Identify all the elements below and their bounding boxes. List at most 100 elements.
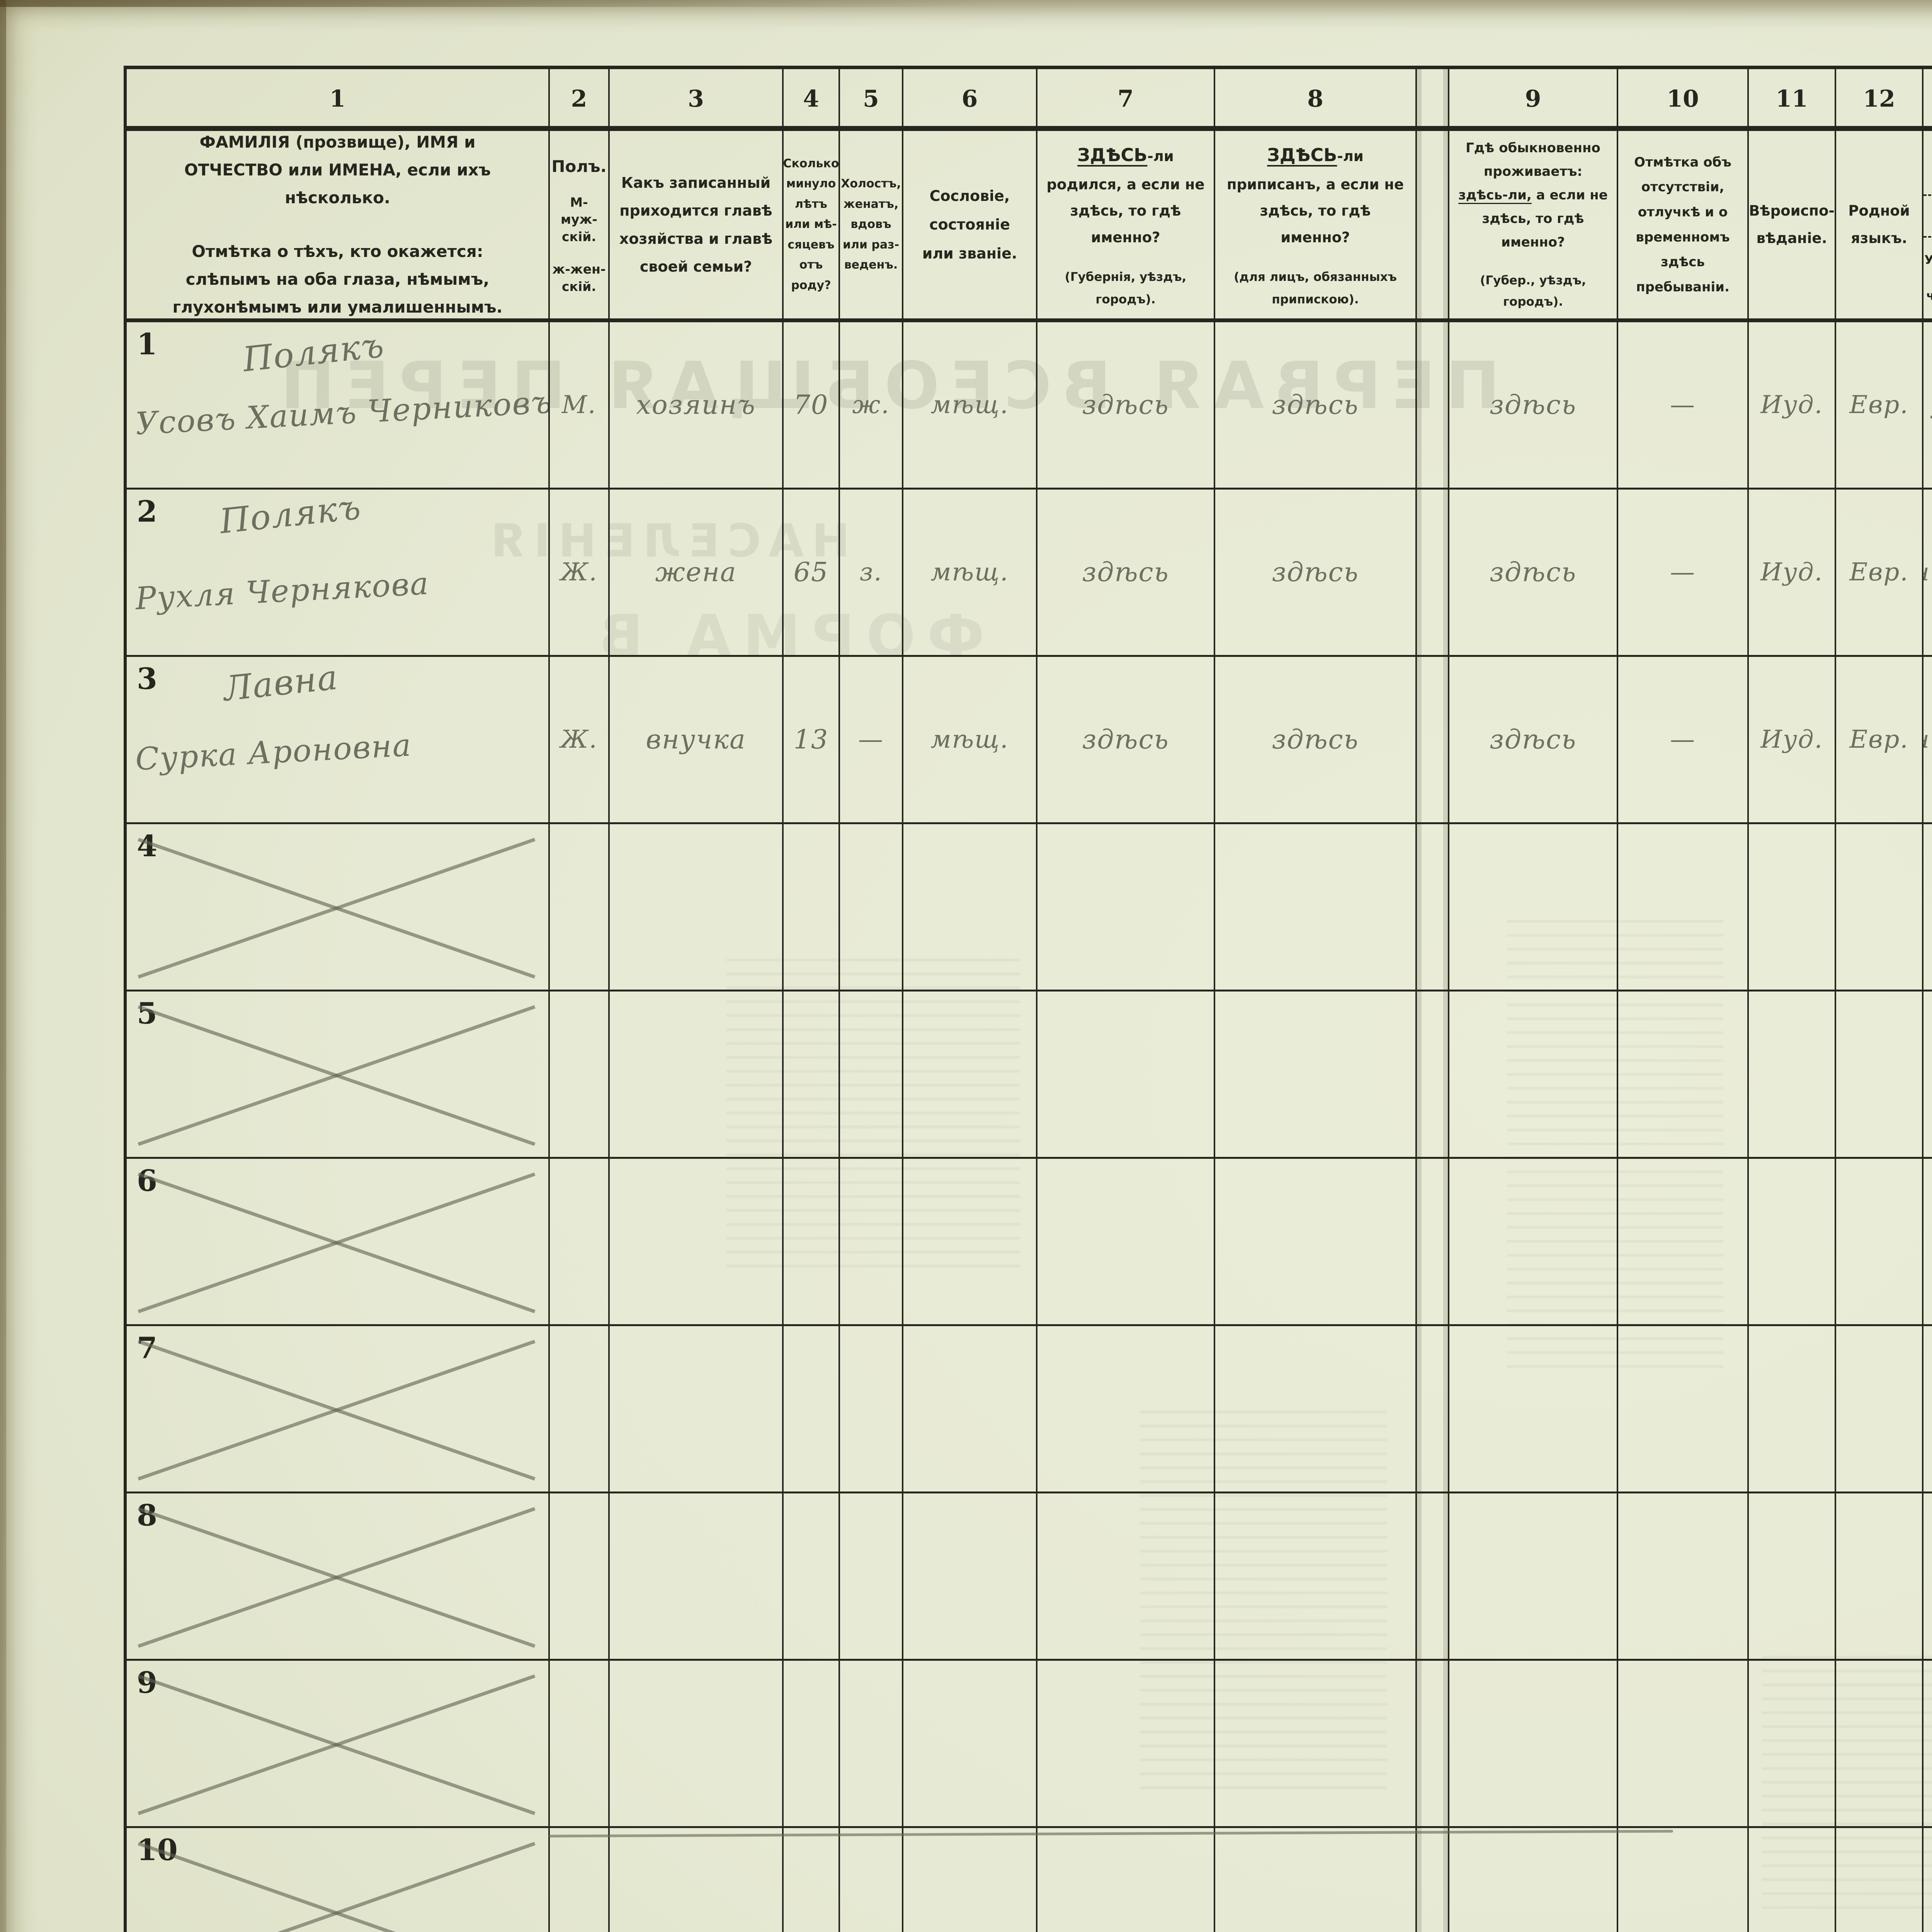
literacy-cell <box>1923 1493 1932 1661</box>
language-cell <box>1836 1828 1923 1932</box>
sex-cell <box>550 1661 610 1828</box>
header-col13-split: а. Умѣетъ- ли читать? б. гдѣ обучается, … <box>1923 196 1932 318</box>
header-col9-rest: а если не здѣсь, то гдѣ именно? <box>1482 187 1608 250</box>
birthplace-cell: здѣсь <box>1037 490 1215 657</box>
literacy-cell: нѣтъ <box>1923 657 1932 824</box>
header-col4: Сколько минуло лѣтъ или мѣ- сяцевъ отъ р… <box>784 131 840 322</box>
marital-cell <box>840 1661 903 1828</box>
religion-cell <box>1749 1159 1836 1326</box>
birthplace-cell <box>1037 1159 1215 1326</box>
registration-cell: здѣсь <box>1215 322 1417 490</box>
birthplace-cell <box>1037 1661 1215 1828</box>
colnum-5: 5 <box>840 69 903 131</box>
cross-out-icon <box>138 1674 536 1815</box>
residence-cell <box>1449 992 1618 1159</box>
estate-cell: мѣщ. <box>903 490 1037 657</box>
colnum-1: 1 <box>127 69 550 131</box>
registration-cell <box>1215 1828 1417 1932</box>
birthplace-cell <box>1037 1326 1215 1493</box>
header-col3: Какъ записанный приходится главѣ хозяйст… <box>610 131 784 322</box>
cross-out-icon <box>138 1842 536 1932</box>
header-col8-note: (для лицъ, обязанныхъ припискою). <box>1234 270 1397 306</box>
religion-cell: Иуд. <box>1749 490 1836 657</box>
absence-cell <box>1618 992 1749 1159</box>
fold-crease <box>1417 1493 1449 1661</box>
header-col12: Родной языкъ. <box>1836 131 1923 322</box>
cross-out-icon <box>138 838 536 979</box>
absence-cell <box>1618 824 1749 992</box>
age-cell: 65 <box>784 490 840 657</box>
age-cell <box>784 1493 840 1661</box>
name-entry: Усовъ Хаимъ Черниковъ <box>134 384 550 442</box>
header-col7-main: ЗДѢСЬ-ли родился, а если не здѣсь, то гд… <box>1045 139 1206 251</box>
fold-crease <box>1417 1661 1449 1828</box>
literacy-cell <box>1923 1326 1932 1493</box>
header-col8-underlined: ЗДѢСЬ <box>1267 144 1337 165</box>
registration-cell <box>1215 824 1417 992</box>
header-literacy-title: Грамотность. <box>1923 131 1932 196</box>
sex-cell: М. <box>550 322 610 490</box>
age-cell <box>784 1159 840 1326</box>
fold-crease <box>1417 1828 1449 1932</box>
language-cell <box>1836 1661 1923 1828</box>
header-col6: Сословіе, состояніе или званіе. <box>903 131 1037 322</box>
header-col9: Гдѣ обыкновенно проживаетъ: здѣсь-ли, а … <box>1449 131 1618 322</box>
header-col2-male: М-муж- скій. <box>560 194 598 244</box>
registration-cell <box>1215 992 1417 1159</box>
cross-out-icon <box>138 1172 536 1313</box>
religion-cell <box>1749 1661 1836 1828</box>
age-cell: 13 <box>784 657 840 824</box>
relation-cell <box>610 992 784 1159</box>
estate-cell <box>903 1828 1037 1932</box>
header-col9-main: Гдѣ обыкновенно проживаетъ: здѣсь-ли, а … <box>1457 136 1609 255</box>
surname-entry: Полякъ <box>218 490 363 541</box>
header-col9-note: (Губер., уѣздъ, городъ). <box>1480 273 1586 309</box>
registration-cell <box>1215 1159 1417 1326</box>
colnum-12: 12 <box>1836 69 1923 131</box>
religion-cell <box>1749 824 1836 992</box>
relation-cell <box>610 824 784 992</box>
fold-crease <box>1417 131 1449 322</box>
surname-entry: Лавна <box>221 657 340 709</box>
religion-cell <box>1749 992 1836 1159</box>
name-cell: 7 <box>127 1326 550 1493</box>
fold-crease <box>1417 1326 1449 1493</box>
relation-cell <box>610 1661 784 1828</box>
row-number: 1 <box>137 327 157 361</box>
fold-crease <box>1417 992 1449 1159</box>
fold-crease <box>1417 1159 1449 1326</box>
name-cell: 9 <box>127 1661 550 1828</box>
literacy-cell: ум. <box>1923 322 1932 490</box>
language-cell: Евр. <box>1836 657 1923 824</box>
residence-cell <box>1449 1159 1618 1326</box>
language-cell <box>1836 992 1923 1159</box>
name-cell: 1 Полякъ Усовъ Хаимъ Черниковъ <box>127 322 550 490</box>
age-cell <box>784 992 840 1159</box>
literacy-cell <box>1923 1828 1932 1932</box>
language-cell <box>1836 1493 1923 1661</box>
absence-cell: — <box>1618 657 1749 824</box>
estate-cell <box>903 1661 1037 1828</box>
residence-cell <box>1449 1661 1618 1828</box>
language-cell: Евр. <box>1836 322 1923 490</box>
name-entry: Сурка Ароновна <box>134 727 413 777</box>
name-cell: 3 Лавна Сурка Ароновна <box>127 657 550 824</box>
sex-cell <box>550 824 610 992</box>
marital-cell: з. <box>840 490 903 657</box>
birthplace-cell: здѣсь <box>1037 322 1215 490</box>
literacy-cell <box>1923 824 1932 992</box>
residence-cell <box>1449 1828 1618 1932</box>
header-col8: ЗДѢСЬ-ли приписанъ, а если не здѣсь, то … <box>1215 131 1417 322</box>
header-col9-pre: Гдѣ обыкновенно проживаетъ: <box>1466 140 1600 179</box>
language-cell <box>1836 1326 1923 1493</box>
religion-cell: Иуд. <box>1749 322 1836 490</box>
marital-cell <box>840 1159 903 1326</box>
name-cell: 4 <box>127 824 550 992</box>
religion-cell <box>1749 1326 1836 1493</box>
header-col7-rest: -ли родился, а если не здѣсь, то гдѣ име… <box>1046 148 1205 246</box>
row-number: 3 <box>137 662 157 696</box>
cross-out-icon <box>138 1340 536 1481</box>
relation-cell: хозяинъ <box>610 322 784 490</box>
surname-entry: Полякъ <box>241 325 386 379</box>
